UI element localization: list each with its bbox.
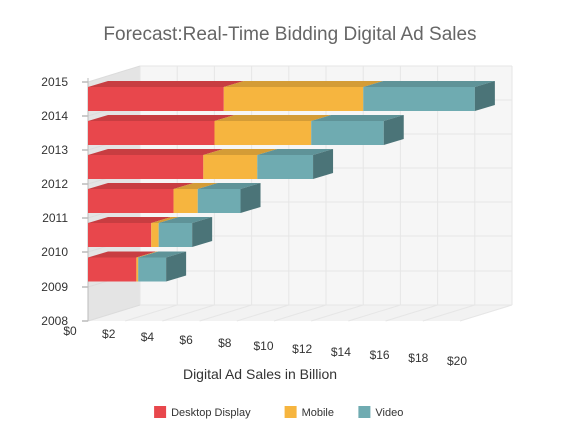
legend: Desktop Display Mobile Video <box>154 406 403 419</box>
bar-side-2014 <box>474 81 495 111</box>
bar-2012-desktop-display <box>88 155 204 179</box>
gridline-side <box>87 65 141 83</box>
gridline-floor <box>459 304 513 322</box>
gridline-floor <box>422 304 475 322</box>
bar-side-2009 <box>166 251 187 282</box>
bar-2009-mobile <box>136 257 139 282</box>
bar-top-2013-0 <box>88 115 235 121</box>
bar-side-2011 <box>240 183 261 213</box>
y-tick-label: 2009 <box>41 280 68 294</box>
legend-label-2: Video <box>375 407 403 419</box>
bar-2013-video <box>311 121 384 145</box>
gridline-floor <box>162 304 215 322</box>
legend-label-0: Desktop Display <box>171 407 251 419</box>
bar-2011-video <box>197 189 241 213</box>
legend-swatch-1 <box>284 406 297 418</box>
bar-2014-desktop-display <box>88 87 224 111</box>
bar-2013-mobile <box>214 121 312 145</box>
bar-top-2011-1 <box>173 183 218 189</box>
y-tick-label: 2008 <box>41 314 68 328</box>
x-tick-label: $16 <box>370 348 390 362</box>
bar-2009-video <box>138 257 167 282</box>
x-tick-label: $4 <box>141 330 155 344</box>
bar-2011-mobile <box>173 189 198 213</box>
bar-top-2010-1 <box>151 217 179 223</box>
x-axis-title: Digital Ad Sales in Billion <box>183 366 337 382</box>
bar-2012-video <box>257 155 314 179</box>
gridline-floor <box>199 304 252 322</box>
gridline-floor <box>236 304 289 322</box>
gridline-floor <box>385 304 438 322</box>
bar-top-2012-1 <box>203 149 278 155</box>
bar-top-2013-1 <box>214 115 332 121</box>
bar-2013-desktop-display <box>88 121 215 145</box>
bar-top-2009-2 <box>138 251 187 258</box>
bar-top-2014-0 <box>88 81 244 87</box>
bar-2010-mobile <box>151 223 159 247</box>
bar-top-2012-0 <box>88 149 224 155</box>
bar-top-2012-2 <box>257 149 334 155</box>
x-tick-label: $20 <box>447 354 467 368</box>
bar-top-2013-2 <box>311 115 404 121</box>
chart-title: Forecast:Real-Time Bidding Digital Ad Sa… <box>103 24 476 45</box>
bar-top-2014-2 <box>363 81 495 87</box>
y-tick-label: 2012 <box>41 177 68 191</box>
bar-2011-desktop-display <box>88 189 174 213</box>
x-tick-label: $18 <box>408 351 428 365</box>
x-tick-label: $2 <box>102 327 116 341</box>
bar-top-2011-2 <box>197 183 261 189</box>
gridline-floor <box>125 304 178 322</box>
gridline-side <box>87 304 141 322</box>
y-tick-label: 2013 <box>41 143 68 157</box>
bar-2010-desktop-display <box>88 223 152 247</box>
x-tick-label: $6 <box>179 333 193 347</box>
x-tick-label: $0 <box>63 324 77 338</box>
gridline-floor <box>273 304 327 322</box>
bar-top-2011-0 <box>88 183 194 189</box>
bar-2014-video <box>363 87 475 111</box>
bar-side-2012 <box>313 149 334 179</box>
bar-top-2009-0 <box>88 251 157 258</box>
x-tick-label: $12 <box>292 342 312 356</box>
y-tick-label: 2011 <box>42 211 68 225</box>
bar-2010-video <box>158 223 193 247</box>
y-tick-label: 2014 <box>41 109 68 123</box>
plot-area: 2008 2009 2010 2011 2012 2013 2014 2015 $0 $2 $4 $6… <box>41 65 513 368</box>
x-tick-label: $10 <box>253 339 273 353</box>
y-tick-label: 2015 <box>41 75 68 89</box>
bar-2012-mobile <box>203 155 258 179</box>
bar-top-2014-1 <box>223 81 384 87</box>
x-tick-label: $8 <box>218 336 232 350</box>
bar-side-2013 <box>383 115 404 145</box>
gridline-floor <box>311 304 364 322</box>
bar-top-2010-2 <box>158 217 213 223</box>
bar-side-2010 <box>192 217 213 247</box>
x-tick-label: $14 <box>331 345 351 359</box>
legend-swatch-0 <box>154 406 167 418</box>
legend-swatch-2 <box>358 406 371 418</box>
bar-top-2009-1 <box>136 251 159 258</box>
y-tick-label: 2010 <box>41 245 68 259</box>
gridline-floor <box>348 304 401 322</box>
bar-top-2010-0 <box>88 217 172 223</box>
bar-2009-desktop-display <box>88 257 137 282</box>
legend-label-1: Mobile <box>302 407 334 419</box>
bar-2014-mobile <box>223 87 364 111</box>
